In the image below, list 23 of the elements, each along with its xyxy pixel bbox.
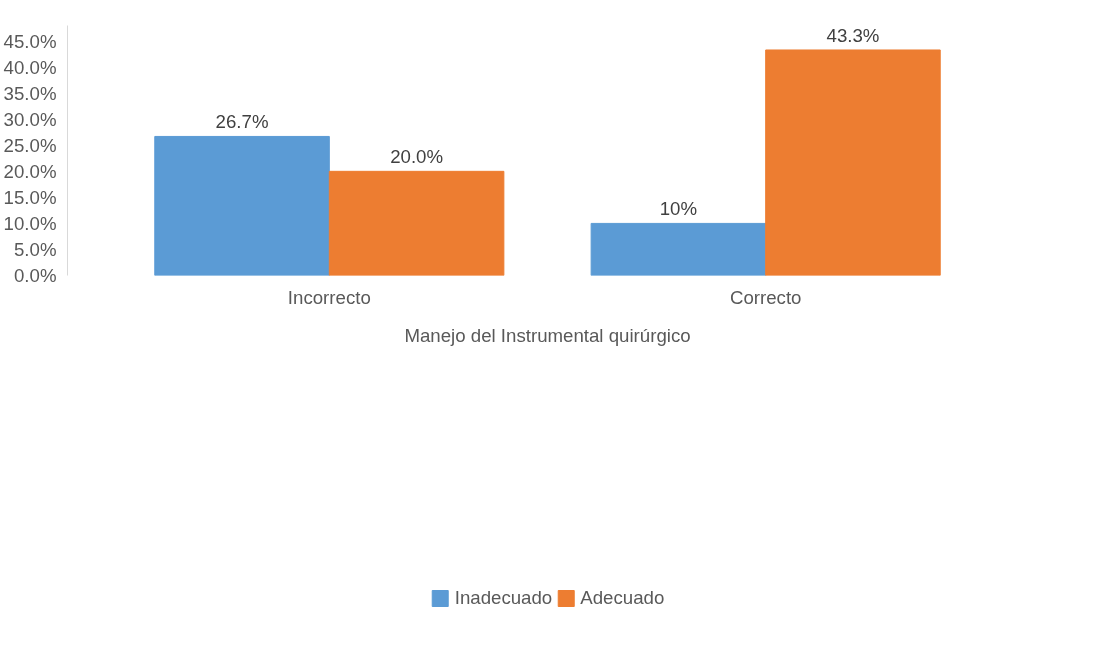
data-label: 26.7% bbox=[215, 111, 269, 133]
bar bbox=[154, 135, 330, 276]
legend-label: Adecuado bbox=[580, 587, 665, 609]
x-tick-label: Incorrecto bbox=[287, 286, 371, 308]
x-tick-label: Correcto bbox=[729, 286, 802, 308]
y-tick-label: 5.0% bbox=[13, 238, 57, 260]
y-tick-label: 45.0% bbox=[3, 30, 57, 52]
data-label: 10% bbox=[659, 198, 698, 220]
bar bbox=[328, 170, 505, 276]
data-label: 20.0% bbox=[390, 146, 444, 168]
bar bbox=[590, 222, 767, 276]
legend-label: Inadecuado bbox=[454, 587, 553, 609]
data-label: 43.3% bbox=[826, 24, 880, 46]
y-tick-label: 35.0% bbox=[3, 82, 57, 104]
y-tick-label: 0.0% bbox=[13, 265, 57, 286]
x-axis-title: Manejo del Instrumental quirúrgico bbox=[404, 324, 691, 346]
y-tick-label: 40.0% bbox=[3, 56, 57, 78]
bar bbox=[765, 49, 941, 276]
y-tick-label: 25.0% bbox=[3, 134, 57, 156]
y-tick-label: 10.0% bbox=[3, 212, 57, 234]
y-tick-label: 15.0% bbox=[3, 186, 57, 208]
y-tick-label: 30.0% bbox=[3, 108, 57, 130]
y-tick-label: 20.0% bbox=[3, 160, 57, 182]
